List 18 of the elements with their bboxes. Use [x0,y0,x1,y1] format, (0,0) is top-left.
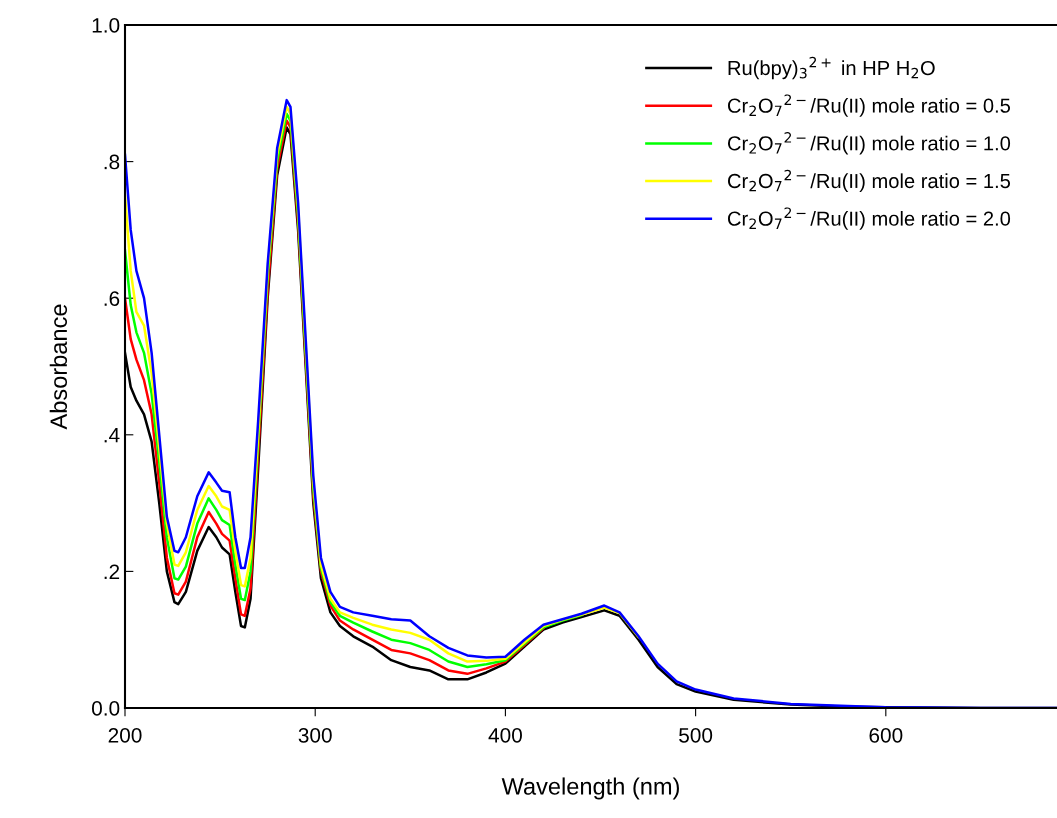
x-tick-label: 500 [679,727,713,743]
y-tick-label: 1.0 [92,18,120,33]
x-tick-label: 400 [488,727,522,743]
x-axis-title: Wavelength (nm) [501,777,679,800]
y-tick-label: .2 [104,564,120,579]
legend-label: Ru(bpy)$_{3}$$^{2+}$ in HP H$_{2}$O [728,56,935,80]
y-axis-title: Absorbance [49,304,68,430]
x-tick-label: 200 [108,727,142,743]
y-tick-label: 0.0 [91,701,120,716]
x-tick-label: 600 [869,727,903,743]
y-tick-label: .4 [104,428,120,443]
x-tick-label: 300 [298,727,332,743]
y-tick-label: .8 [104,154,120,170]
legend-label: Cr$_{2}$O$_{7}$$^{2−}$/Ru(II) mole ratio = 2.0 [727,207,1011,230]
y-tick-label: .6 [104,291,120,306]
legend-label: Cr$_{2}$O$_{7}$$^{2−}$/Ru(II) mole ratio = 1.0 [727,132,1011,155]
legend-label: Cr$_{2}$O$_{7}$$^{2−}$/Ru(II) mole ratio = 0.5 [727,94,1011,117]
legend-label: Cr$_{2}$O$_{7}$$^{2−}$/Ru(II) mole ratio = 1.5 [727,169,1011,193]
